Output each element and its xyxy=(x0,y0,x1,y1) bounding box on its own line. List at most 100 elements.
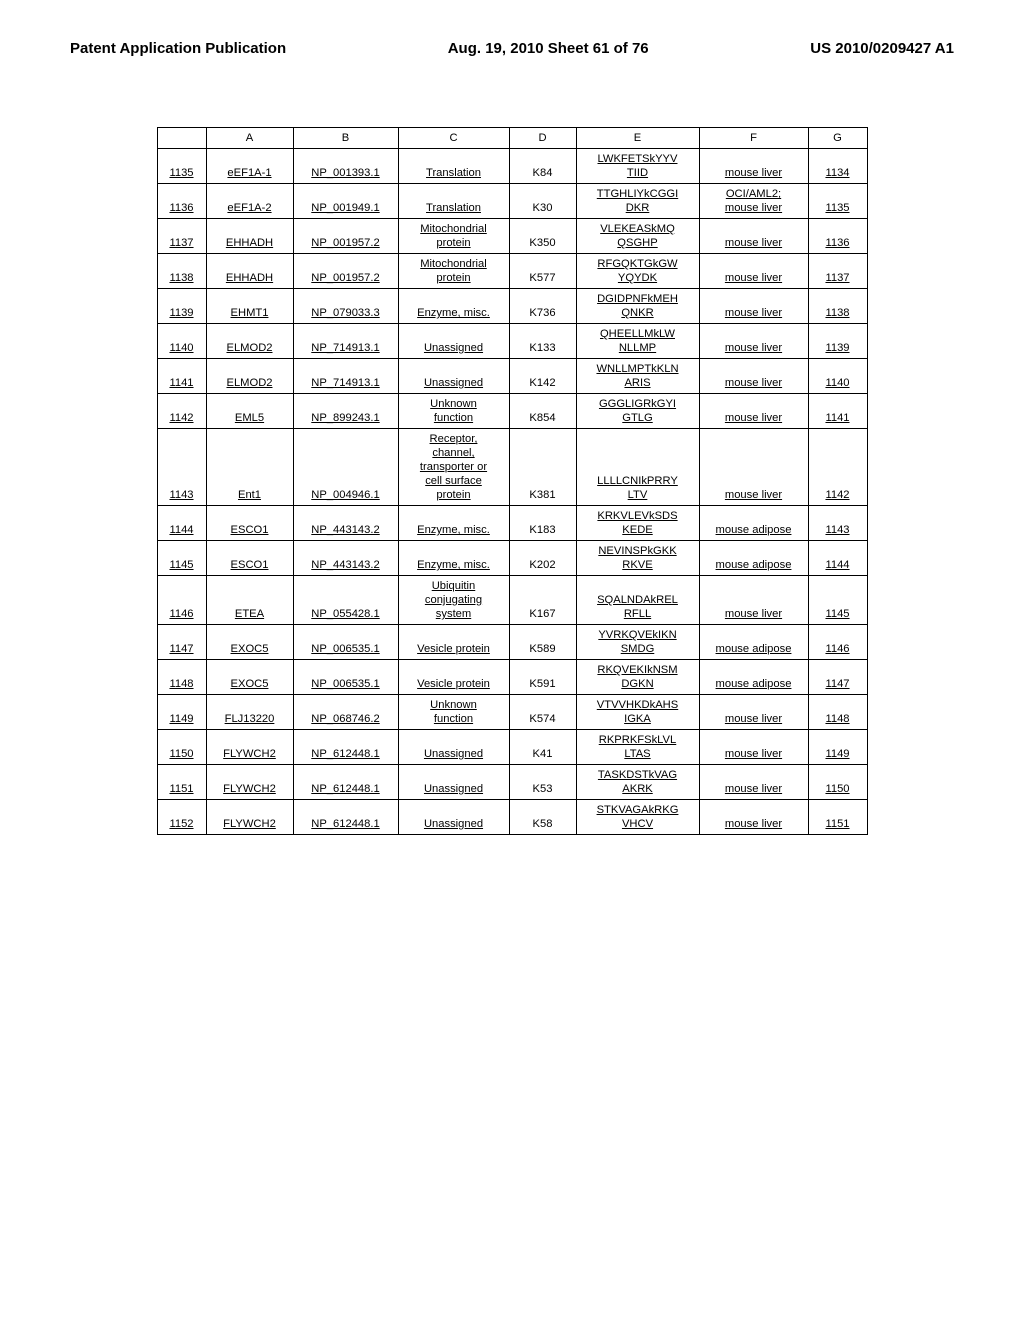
cell-f: mouse liver xyxy=(699,576,808,625)
col-header-a: A xyxy=(206,128,293,149)
cell-idx: 1137 xyxy=(157,219,206,254)
col-header-c: C xyxy=(398,128,509,149)
cell-g: 1136 xyxy=(808,219,867,254)
table-row: 1136eEF1A-2NP_001949.1TranslationK30TTGH… xyxy=(157,184,867,219)
cell-f: mouse liver xyxy=(699,429,808,506)
cell-g: 1147 xyxy=(808,660,867,695)
cell-b: NP_079033.3 xyxy=(293,289,398,324)
cell-e: KRKVLEVkSDSKEDE xyxy=(576,506,699,541)
cell-f: mouse adipose xyxy=(699,506,808,541)
cell-idx: 1139 xyxy=(157,289,206,324)
cell-a: FLYWCH2 xyxy=(206,800,293,835)
cell-d: K30 xyxy=(509,184,576,219)
cell-a: ESCO1 xyxy=(206,541,293,576)
cell-idx: 1144 xyxy=(157,506,206,541)
cell-g: 1135 xyxy=(808,184,867,219)
cell-f: mouse liver xyxy=(699,359,808,394)
cell-f: mouse liver xyxy=(699,765,808,800)
cell-f: mouse liver xyxy=(699,394,808,429)
table-row: 1146ETEANP_055428.1Ubiquitinconjugatings… xyxy=(157,576,867,625)
cell-g: 1148 xyxy=(808,695,867,730)
cell-f: mouse adipose xyxy=(699,625,808,660)
table-header-row: A B C D E F G xyxy=(157,128,867,149)
col-header-g: G xyxy=(808,128,867,149)
cell-d: K41 xyxy=(509,730,576,765)
cell-a: EHMT1 xyxy=(206,289,293,324)
cell-e: VLEKEASkMQQSGHP xyxy=(576,219,699,254)
cell-c: Unassigned xyxy=(398,800,509,835)
cell-a: FLYWCH2 xyxy=(206,765,293,800)
cell-c: Unassigned xyxy=(398,765,509,800)
table-row: 1139EHMT1NP_079033.3Enzyme, misc.K736DGI… xyxy=(157,289,867,324)
cell-idx: 1146 xyxy=(157,576,206,625)
table-row: 1144ESCO1NP_443143.2Enzyme, misc.K183KRK… xyxy=(157,506,867,541)
cell-idx: 1151 xyxy=(157,765,206,800)
cell-idx: 1152 xyxy=(157,800,206,835)
table-row: 1147EXOC5NP_006535.1Vesicle proteinK589Y… xyxy=(157,625,867,660)
cell-c: Vesicle protein xyxy=(398,625,509,660)
cell-b: NP_443143.2 xyxy=(293,541,398,576)
table-row: 1148EXOC5NP_006535.1Vesicle proteinK591R… xyxy=(157,660,867,695)
cell-idx: 1138 xyxy=(157,254,206,289)
cell-a: EML5 xyxy=(206,394,293,429)
page: Patent Application Publication Aug. 19, … xyxy=(0,0,1024,1320)
cell-e: LLLLCNIkPRRYLTV xyxy=(576,429,699,506)
cell-f: mouse liver xyxy=(699,324,808,359)
cell-f: mouse liver xyxy=(699,730,808,765)
cell-c: Mitochondrialprotein xyxy=(398,254,509,289)
cell-f: OCI/AML2;mouse liver xyxy=(699,184,808,219)
cell-b: NP_612448.1 xyxy=(293,765,398,800)
cell-b: NP_004946.1 xyxy=(293,429,398,506)
cell-f: mouse adipose xyxy=(699,541,808,576)
cell-idx: 1142 xyxy=(157,394,206,429)
cell-c: Mitochondrialprotein xyxy=(398,219,509,254)
cell-g: 1139 xyxy=(808,324,867,359)
cell-a: EXOC5 xyxy=(206,625,293,660)
cell-a: FLJ13220 xyxy=(206,695,293,730)
cell-c: Unknownfunction xyxy=(398,394,509,429)
cell-a: ETEA xyxy=(206,576,293,625)
cell-idx: 1135 xyxy=(157,149,206,184)
cell-c: Receptor,channel,transporter orcell surf… xyxy=(398,429,509,506)
cell-f: mouse liver xyxy=(699,219,808,254)
cell-c: Ubiquitinconjugatingsystem xyxy=(398,576,509,625)
cell-c: Vesicle protein xyxy=(398,660,509,695)
cell-idx: 1136 xyxy=(157,184,206,219)
cell-d: K202 xyxy=(509,541,576,576)
cell-b: NP_899243.1 xyxy=(293,394,398,429)
cell-b: NP_006535.1 xyxy=(293,625,398,660)
cell-g: 1150 xyxy=(808,765,867,800)
cell-e: TTGHLIYkCGGIDKR xyxy=(576,184,699,219)
cell-b: NP_612448.1 xyxy=(293,730,398,765)
cell-b: NP_006535.1 xyxy=(293,660,398,695)
cell-d: K854 xyxy=(509,394,576,429)
cell-a: EHHADH xyxy=(206,254,293,289)
cell-a: ELMOD2 xyxy=(206,324,293,359)
col-header-b: B xyxy=(293,128,398,149)
table-row: 1140ELMOD2NP_714913.1UnassignedK133QHEEL… xyxy=(157,324,867,359)
cell-c: Translation xyxy=(398,184,509,219)
cell-g: 1142 xyxy=(808,429,867,506)
cell-e: QHEELLMkLWNLLMP xyxy=(576,324,699,359)
cell-d: K736 xyxy=(509,289,576,324)
cell-b: NP_001957.2 xyxy=(293,219,398,254)
cell-d: K142 xyxy=(509,359,576,394)
cell-e: RFGQKTGkGWYQYDK xyxy=(576,254,699,289)
cell-idx: 1145 xyxy=(157,541,206,576)
cell-a: FLYWCH2 xyxy=(206,730,293,765)
cell-b: NP_001957.2 xyxy=(293,254,398,289)
table-row: 1141ELMOD2NP_714913.1UnassignedK142WNLLM… xyxy=(157,359,867,394)
cell-f: mouse liver xyxy=(699,289,808,324)
cell-a: EHHADH xyxy=(206,219,293,254)
table-row: 1137EHHADHNP_001957.2Mitochondrialprotei… xyxy=(157,219,867,254)
cell-e: RKPRKFSkLVLLTAS xyxy=(576,730,699,765)
table-row: 1138EHHADHNP_001957.2Mitochondrialprotei… xyxy=(157,254,867,289)
cell-e: NEVINSPkGKKRKVE xyxy=(576,541,699,576)
header-center: Aug. 19, 2010 Sheet 61 of 76 xyxy=(448,40,649,57)
cell-a: ESCO1 xyxy=(206,506,293,541)
cell-c: Unassigned xyxy=(398,730,509,765)
cell-d: K53 xyxy=(509,765,576,800)
data-table: A B C D E F G 1135eEF1A-1NP_001393.1Tran… xyxy=(157,127,868,835)
cell-g: 1140 xyxy=(808,359,867,394)
cell-idx: 1143 xyxy=(157,429,206,506)
